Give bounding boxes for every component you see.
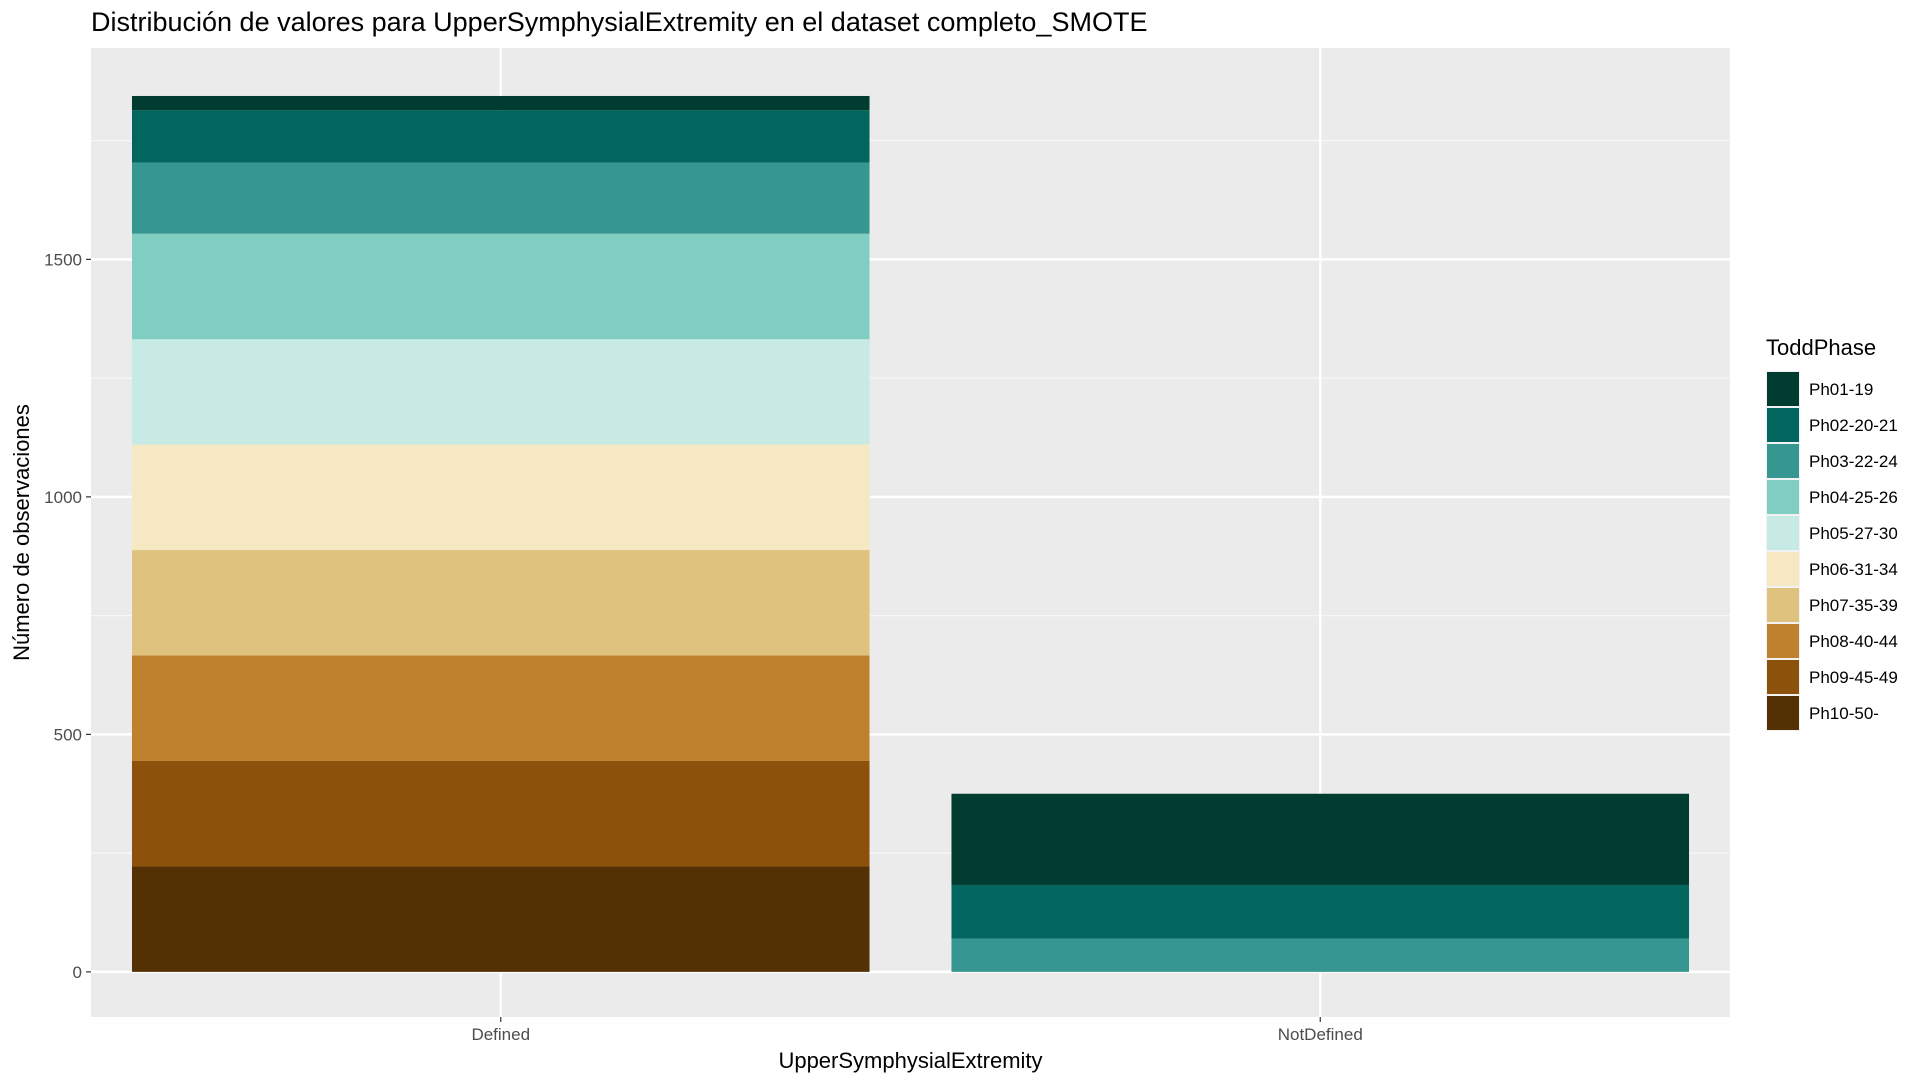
legend-label: Ph07-35-39 [1809, 596, 1898, 615]
x-tick-label: Defined [471, 1025, 530, 1044]
bar-segment-ph01-19-notdefined [951, 793, 1690, 885]
legend-swatch-ph10-50- [1767, 696, 1799, 730]
legend-swatch-ph07-35-39 [1767, 588, 1799, 622]
x-tick-label: NotDefined [1278, 1025, 1363, 1044]
legend-label: Ph09-45-49 [1809, 668, 1898, 687]
bar-segment-ph02-20-21-notdefined [951, 884, 1690, 939]
bar-segment-ph06-31-34-defined [131, 444, 870, 551]
legend-swatch-ph01-19 [1767, 372, 1799, 406]
y-tick-label: 500 [54, 725, 82, 744]
legend-swatch-ph09-45-49 [1767, 660, 1799, 694]
legend-swatch-ph08-40-44 [1767, 624, 1799, 658]
bar-segment-ph01-19-defined [131, 95, 870, 111]
chart-title: Distribución de valores para UpperSymphy… [91, 7, 1147, 37]
bar-segment-ph07-35-39-defined [131, 550, 870, 656]
legend-swatch-ph03-22-24 [1767, 444, 1799, 478]
legend-label: Ph06-31-34 [1809, 560, 1898, 579]
legend-title: ToddPhase [1766, 335, 1876, 360]
legend-label: Ph05-27-30 [1809, 524, 1898, 543]
bar-segment-ph08-40-44-defined [131, 655, 870, 761]
legend-swatch-ph06-31-34 [1767, 552, 1799, 586]
legend-label: Ph03-22-24 [1809, 452, 1898, 471]
bar-segment-ph03-22-24-defined [131, 162, 870, 234]
bar-segment-ph09-45-49-defined [131, 760, 870, 867]
legend-label: Ph02-20-21 [1809, 416, 1898, 435]
bar-segment-ph04-25-26-defined [131, 233, 870, 340]
bars [131, 95, 1690, 972]
bar-segment-ph10-50--defined [131, 866, 870, 972]
bar-segment-ph02-20-21-defined [131, 110, 870, 163]
y-axis-title: Número de observaciones [9, 404, 34, 661]
axes: 0 500 1000 1500 Defined NotDefined [44, 250, 1363, 1044]
legend-swatch-ph05-27-30 [1767, 516, 1799, 550]
legend-swatch-ph04-25-26 [1767, 480, 1799, 514]
y-tick-label: 1500 [44, 250, 82, 269]
legend-label: Ph04-25-26 [1809, 488, 1898, 507]
bar-segment-ph05-27-30-defined [131, 339, 870, 445]
y-tick-label: 1000 [44, 488, 82, 507]
x-axis-title: UpperSymphysialExtremity [778, 1048, 1042, 1073]
legend-swatch-ph02-20-21 [1767, 408, 1799, 442]
legend: ToddPhase Ph01-19 Ph02-20-21 Ph03-22-24 Ph0… [1766, 335, 1898, 731]
legend-label: Ph01-19 [1809, 380, 1873, 399]
bar-segment-ph03-22-24-notdefined [951, 938, 1690, 972]
y-tick-label: 0 [73, 963, 82, 982]
legend-label: Ph08-40-44 [1809, 632, 1898, 651]
legend-label: Ph10-50- [1809, 704, 1879, 723]
